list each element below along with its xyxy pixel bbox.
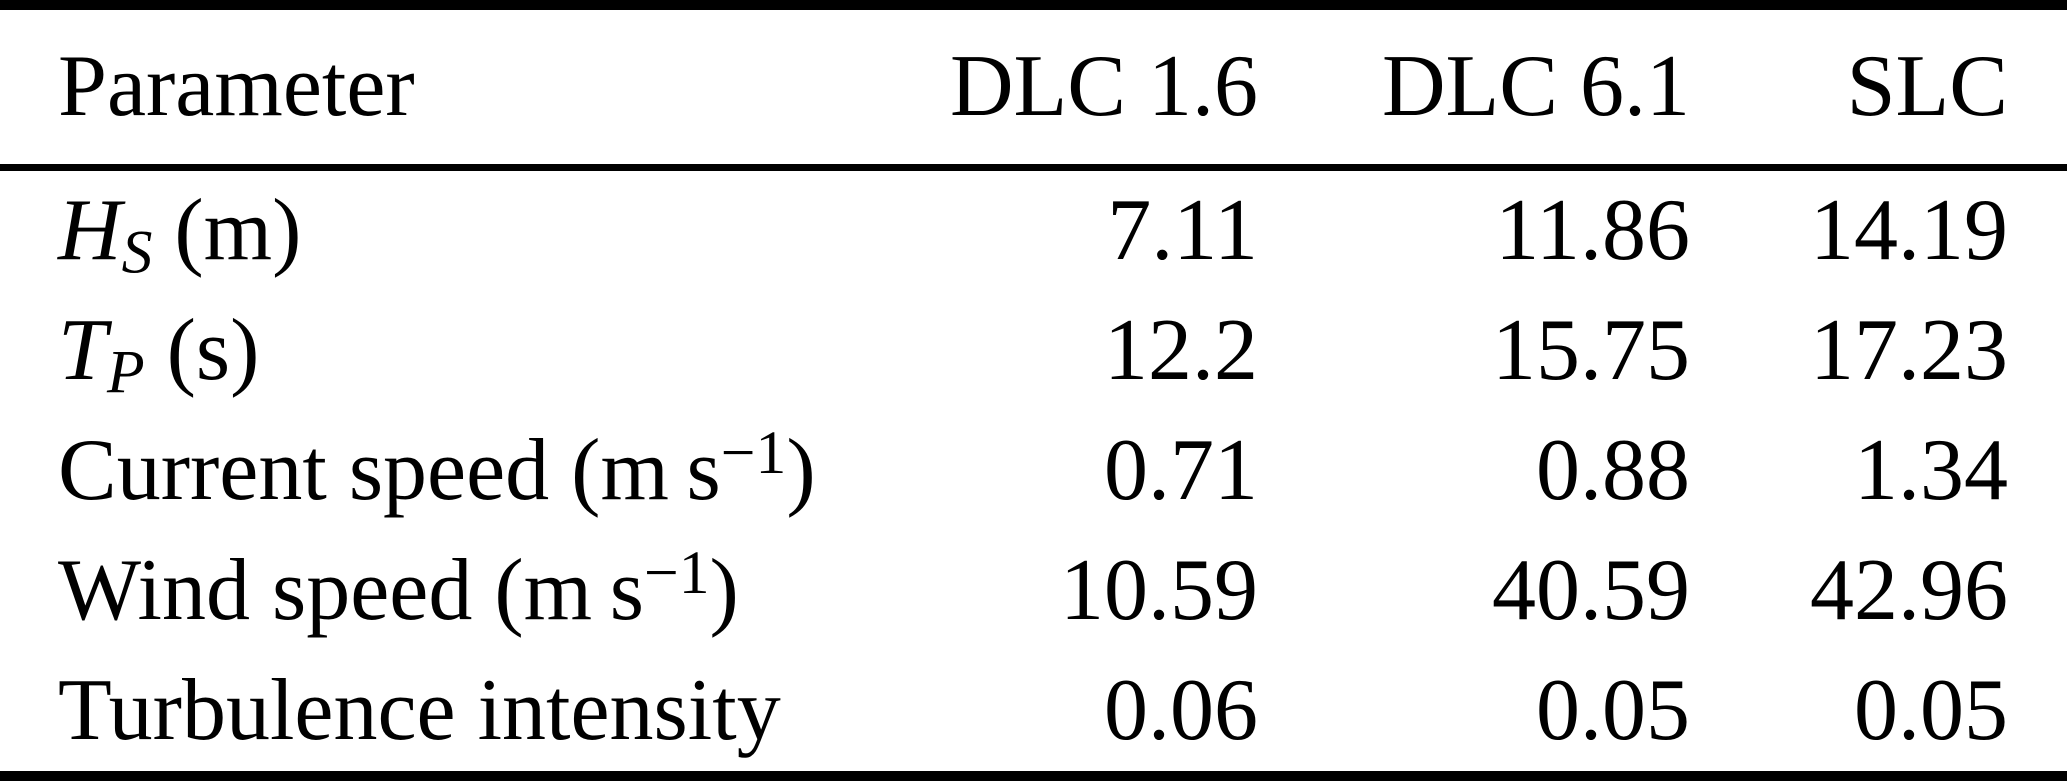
row-label-turbulence-intensity: Turbulence intensity	[0, 651, 900, 776]
cell-tp-slc: 17.23	[1810, 302, 2008, 399]
row-label-hs: HS (m)	[0, 168, 900, 292]
table-body: HS (m) 7.11 11.86 14.19 TP (s) 12.2 15.7…	[0, 168, 2067, 777]
cell-hs-dlc-1-6: 7.11	[1107, 182, 1258, 279]
row-label-wind-speed: Wind speed (m s−1)	[0, 531, 900, 651]
math-subscript: P	[106, 338, 145, 407]
cell-hs-slc: 14.19	[1810, 182, 2008, 279]
cell-tp-dlc-6-1: 15.75	[1492, 302, 1690, 399]
cell-turbulence-intensity-dlc-6-1: 0.05	[1536, 662, 1690, 759]
cell-turbulence-intensity-slc: 0.05	[1854, 662, 2008, 759]
row-label-close: )	[786, 422, 816, 519]
table-row-tp: TP (s) 12.2 15.75 17.23	[0, 291, 2067, 411]
row-label-close: )	[709, 542, 739, 639]
cell-turbulence-intensity-dlc-1-6: 0.06	[1104, 662, 1258, 759]
header-row: Parameter DLC 1.6 DLC 6.1 SLC	[0, 5, 2067, 171]
cell-hs-dlc-6-1: 11.86	[1495, 182, 1690, 279]
table-row-wind-speed: Wind speed (m s−1) 10.59 40.59 42.96	[0, 531, 2067, 651]
math-subscript: S	[121, 218, 153, 287]
cell-wind-speed-dlc-6-1: 40.59	[1492, 542, 1690, 639]
cell-wind-speed-slc: 42.96	[1810, 542, 2008, 639]
column-header-dlc-1-6: DLC 1.6	[900, 5, 1258, 171]
math-superscript: −1	[643, 539, 710, 608]
row-label-tp: TP (s)	[0, 291, 900, 411]
cell-current-speed-dlc-6-1: 0.88	[1536, 422, 1690, 519]
column-header-parameter: Parameter	[0, 5, 900, 171]
row-label-unit: (m)	[152, 182, 302, 279]
table-row-current-speed: Current speed (m s−1) 0.71 0.88 1.34	[0, 411, 2067, 531]
table-row-hs: HS (m) 7.11 11.86 14.19	[0, 168, 2067, 292]
cell-current-speed-dlc-1-6: 0.71	[1104, 422, 1258, 519]
cell-tp-dlc-1-6: 12.2	[1104, 302, 1258, 399]
table-row-turbulence-intensity: Turbulence intensity 0.06 0.05 0.05	[0, 651, 2067, 776]
cell-current-speed-slc: 1.34	[1854, 422, 2008, 519]
math-variable: H	[58, 182, 122, 279]
row-label-text: Wind speed (m s	[58, 542, 644, 639]
column-header-dlc-6-1: DLC 6.1	[1258, 5, 1690, 171]
column-header-slc: SLC	[1690, 5, 2067, 171]
math-variable: T	[58, 302, 107, 399]
math-superscript: −1	[720, 419, 787, 488]
row-label-unit: (s)	[144, 302, 260, 399]
cell-wind-speed-dlc-1-6: 10.59	[1060, 542, 1258, 639]
row-label-text: Turbulence intensity	[58, 662, 781, 759]
row-label-text: Current speed (m s	[58, 422, 721, 519]
row-label-current-speed: Current speed (m s−1)	[0, 411, 900, 531]
table-header: Parameter DLC 1.6 DLC 6.1 SLC	[0, 5, 2067, 171]
